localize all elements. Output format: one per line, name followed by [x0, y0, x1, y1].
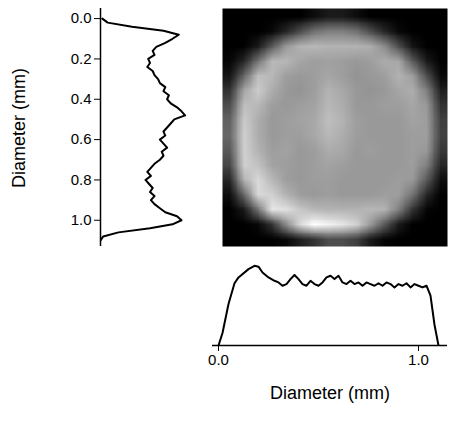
- svg-text:1.0: 1.0: [71, 211, 92, 228]
- svg-text:0.4: 0.4: [71, 90, 92, 107]
- svg-text:0.0: 0.0: [208, 351, 229, 368]
- svg-text:0.6: 0.6: [71, 130, 92, 147]
- svg-text:0.2: 0.2: [71, 50, 92, 67]
- html-text:Diameter (mm): Diameter (mm): [270, 383, 390, 403]
- svg-text:0.8: 0.8: [71, 171, 92, 188]
- svg-text:0.0: 0.0: [71, 9, 92, 26]
- html-text:Diameter (mm): Diameter (mm): [9, 68, 29, 188]
- svg-text:1.0: 1.0: [408, 351, 429, 368]
